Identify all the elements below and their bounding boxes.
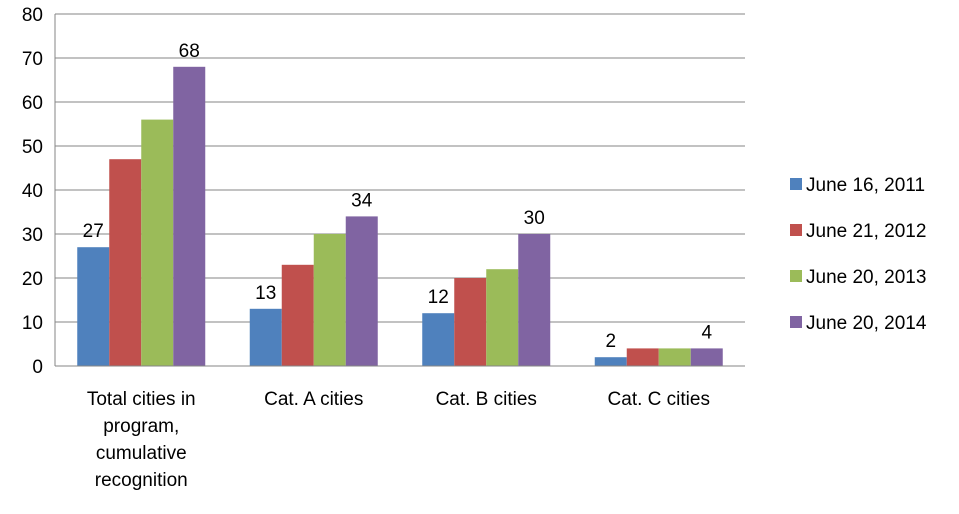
bars bbox=[77, 66, 723, 367]
bar bbox=[454, 278, 487, 366]
y-tick-label: 20 bbox=[22, 269, 43, 290]
data-label: 4 bbox=[701, 322, 712, 343]
x-category-label: program, bbox=[103, 416, 179, 437]
legend: June 16, 2011 June 21, 2012 June 20, 2013 J… bbox=[790, 175, 927, 334]
x-axis-category-labels: Total cities in program, cumulative recogni… bbox=[87, 389, 710, 491]
data-label: 27 bbox=[83, 221, 104, 242]
data-labels: 27 68 13 34 12 30 2 4 bbox=[83, 41, 713, 352]
bar bbox=[690, 348, 723, 366]
legend-swatch bbox=[790, 316, 802, 328]
bar bbox=[249, 308, 282, 366]
y-tick-label: 70 bbox=[22, 49, 43, 70]
legend-swatch bbox=[790, 178, 802, 190]
bar bbox=[594, 357, 627, 366]
x-category-label: Cat. C cities bbox=[608, 389, 710, 410]
bar bbox=[77, 247, 110, 366]
y-tick-label: 0 bbox=[32, 357, 43, 378]
bar bbox=[109, 159, 142, 366]
legend-swatch bbox=[790, 270, 802, 282]
data-label: 30 bbox=[524, 208, 545, 229]
data-label: 12 bbox=[428, 287, 449, 308]
legend-entry: June 20, 2013 bbox=[806, 267, 926, 288]
data-label: 13 bbox=[255, 283, 276, 304]
x-category-label: cumulative bbox=[96, 443, 187, 464]
legend-swatch bbox=[790, 224, 802, 236]
y-tick-label: 80 bbox=[22, 5, 43, 26]
x-category-label: recognition bbox=[95, 470, 188, 491]
legend-entry: June 21, 2012 bbox=[806, 221, 926, 242]
x-category-label: Cat. A cities bbox=[264, 389, 363, 410]
y-tick-label: 10 bbox=[22, 313, 43, 334]
bar bbox=[422, 313, 455, 366]
x-category-label: Cat. B cities bbox=[436, 389, 537, 410]
axes bbox=[54, 14, 745, 367]
bar bbox=[281, 264, 314, 366]
bar bbox=[141, 119, 174, 366]
x-category-label: Total cities in bbox=[87, 389, 196, 410]
legend-entry: June 20, 2014 bbox=[806, 313, 927, 334]
bar bbox=[518, 234, 551, 366]
data-label: 34 bbox=[351, 190, 373, 211]
bar bbox=[345, 216, 378, 366]
data-label: 2 bbox=[605, 331, 616, 352]
bar bbox=[173, 66, 206, 367]
y-tick-label: 60 bbox=[22, 93, 43, 114]
y-tick-label: 30 bbox=[22, 225, 43, 246]
legend-entry: June 16, 2011 bbox=[806, 175, 925, 196]
bar bbox=[626, 348, 659, 366]
bar bbox=[658, 348, 691, 366]
data-label: 68 bbox=[179, 41, 200, 62]
bar bbox=[486, 269, 519, 366]
y-axis-tick-labels: 0 10 20 30 40 50 60 70 80 bbox=[22, 5, 43, 378]
y-tick-label: 50 bbox=[22, 137, 43, 158]
bar bbox=[313, 234, 346, 366]
y-tick-label: 40 bbox=[22, 181, 43, 202]
